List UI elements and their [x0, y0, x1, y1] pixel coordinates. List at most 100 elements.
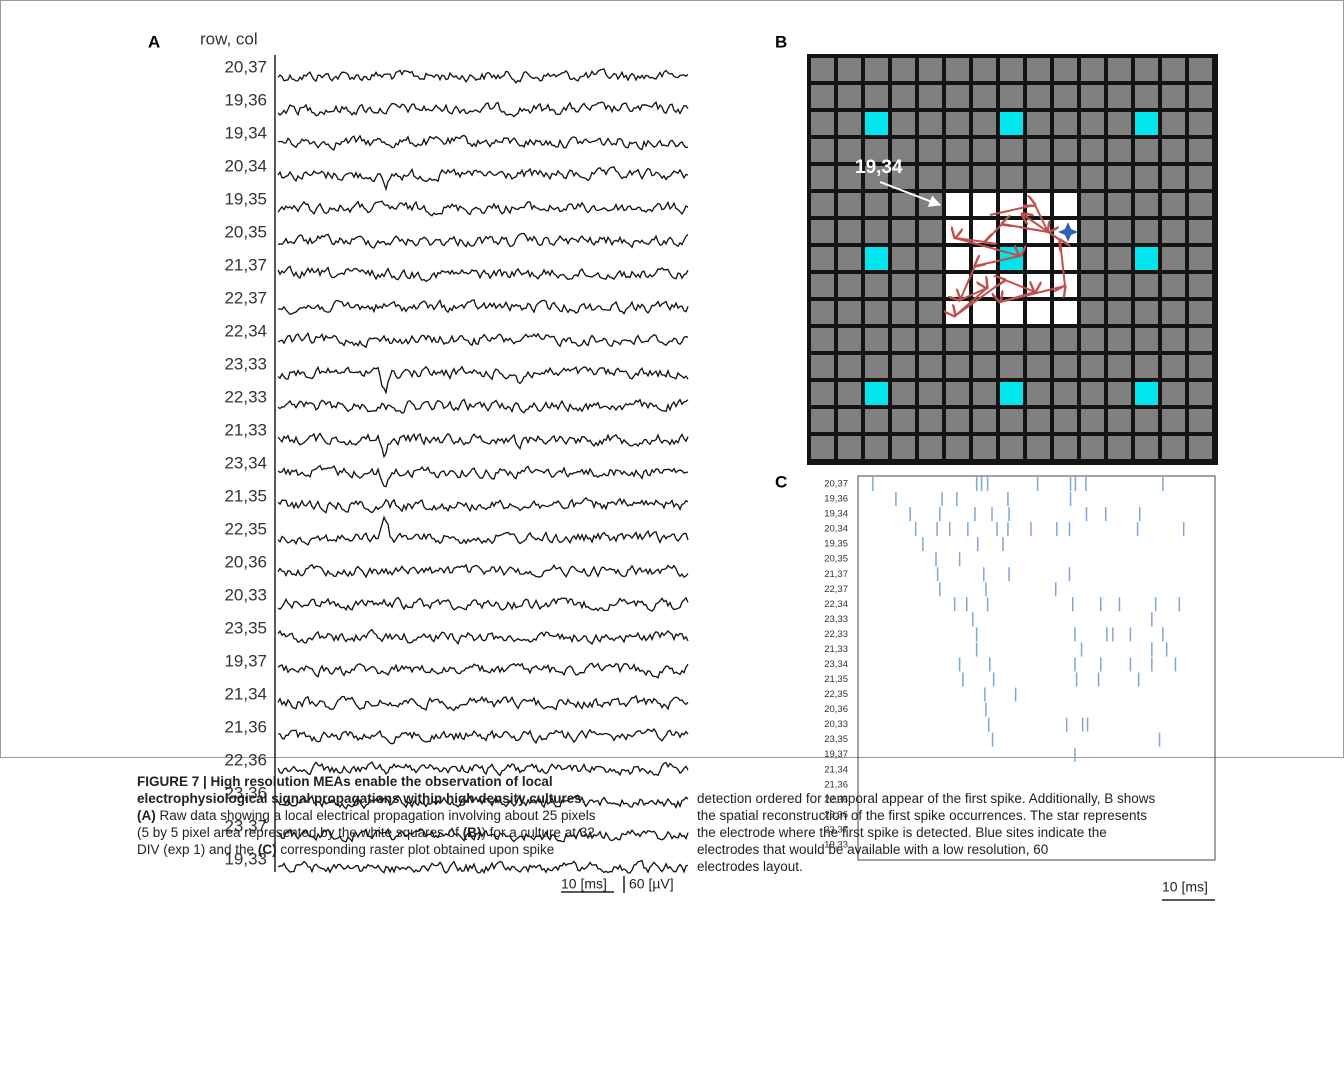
trace: [277, 694, 689, 712]
electrode: [1081, 220, 1104, 243]
electrode: [1000, 166, 1023, 189]
electrode: [1189, 355, 1212, 378]
row-label: 21,34: [224, 684, 267, 703]
row-label: 23,37: [224, 816, 267, 835]
electrode: [1135, 193, 1158, 216]
raster-row-label: 20,33: [824, 719, 848, 730]
electrode: [1081, 85, 1104, 108]
electrode: [1027, 139, 1050, 162]
electrode: [865, 409, 888, 432]
raster-row-label: 22,34: [824, 599, 848, 610]
panel-label: B: [775, 32, 787, 51]
electrode: [919, 274, 942, 297]
electrode: [838, 274, 861, 297]
raster-row-label: 23,35: [824, 734, 848, 745]
electrode: [1189, 274, 1212, 297]
electrode: [1135, 274, 1158, 297]
electrode: [865, 85, 888, 108]
electrode: [1162, 328, 1185, 351]
electrode: [1054, 166, 1077, 189]
caption-line: electrodes that would be available with …: [697, 841, 1155, 858]
row-label: 23,35: [224, 618, 267, 637]
raster-row-label: 21,37: [824, 569, 848, 580]
electrode: [1135, 166, 1158, 189]
electrode: [1189, 328, 1212, 351]
electrode: [1081, 274, 1104, 297]
electrode: [946, 355, 969, 378]
trace: [277, 563, 689, 579]
electrode: [811, 436, 834, 459]
electrode: [1054, 436, 1077, 459]
annotation: 19,34: [855, 157, 903, 178]
electrode: [865, 382, 888, 405]
electrode: [838, 139, 861, 162]
row-label: 19,36: [224, 90, 267, 109]
electrode: [1162, 274, 1185, 297]
electrode: [865, 58, 888, 81]
electrode: [919, 409, 942, 432]
electrode: [1135, 409, 1158, 432]
trace: [277, 496, 689, 514]
electrode: [1081, 382, 1104, 405]
electrode: [892, 220, 915, 243]
electrode: [946, 382, 969, 405]
row-label: 19,33: [224, 849, 267, 868]
electrode: [946, 166, 969, 189]
electrode: [892, 328, 915, 351]
electrode: [892, 85, 915, 108]
electrode: [1054, 58, 1077, 81]
electrode: [1162, 409, 1185, 432]
caption-line: the electrode where the first spike is d…: [697, 824, 1155, 841]
electrode: [1027, 166, 1050, 189]
row-label: 20,36: [224, 552, 267, 571]
electrode: [1135, 220, 1158, 243]
electrode: [1027, 301, 1050, 324]
trace: [277, 827, 689, 843]
row-label: 19,34: [224, 123, 267, 142]
electrode: [1081, 409, 1104, 432]
panel-label: A: [148, 32, 160, 51]
electrode: [1054, 409, 1077, 432]
trace: [277, 365, 689, 395]
electrode: [811, 382, 834, 405]
electrode: [1189, 139, 1212, 162]
electrode: [838, 247, 861, 270]
electrode: [1000, 382, 1023, 405]
electrode: [892, 301, 915, 324]
caption-left: FIGURE 7 | High resolution MEAs enable t…: [137, 773, 596, 858]
electrode: [1135, 301, 1158, 324]
row-label: 22,33: [224, 387, 267, 406]
electrode: [1081, 58, 1104, 81]
electrode: [865, 355, 888, 378]
electrode: [1108, 58, 1131, 81]
electrode: [973, 220, 996, 243]
electrode: [1189, 409, 1212, 432]
electrode: [838, 328, 861, 351]
panel-label: C: [775, 472, 787, 491]
trace: [277, 299, 689, 316]
electrode: [1189, 301, 1212, 324]
electrode: [811, 409, 834, 432]
electrode: [1027, 409, 1050, 432]
electrode: [838, 166, 861, 189]
electrode: [973, 409, 996, 432]
raster-row-label: 20,37: [824, 479, 848, 490]
row-label: 22,34: [224, 321, 267, 340]
electrode: [1135, 85, 1158, 108]
electrode: [1081, 139, 1104, 162]
row-label: 23,36: [224, 783, 267, 802]
electrode: [838, 301, 861, 324]
electrode: [838, 382, 861, 405]
electrode: [1081, 247, 1104, 270]
row-label: 21,36: [224, 717, 267, 736]
electrode: [838, 193, 861, 216]
caption-text: the electrode where the first spike is d…: [697, 825, 1107, 840]
electrode: [1054, 139, 1077, 162]
raster-row-label: 19,35: [824, 539, 848, 550]
raster-row-label: 22,37: [824, 584, 848, 595]
row-label: 22,36: [224, 750, 267, 769]
raster-row-label: 22,35: [824, 689, 848, 700]
electrode: [865, 328, 888, 351]
trace: [277, 265, 689, 283]
